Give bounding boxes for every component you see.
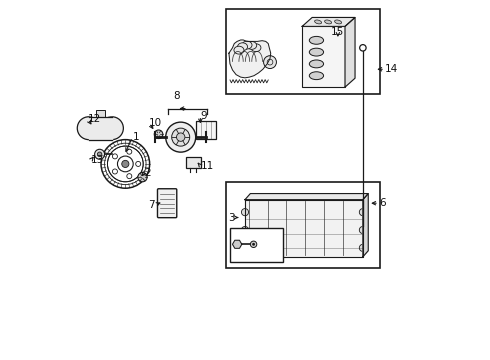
Text: 15: 15 <box>331 27 344 37</box>
Circle shape <box>359 208 367 216</box>
Ellipse shape <box>324 20 332 24</box>
Circle shape <box>127 174 132 179</box>
Circle shape <box>264 56 276 68</box>
Polygon shape <box>345 18 355 87</box>
Circle shape <box>359 226 367 234</box>
Text: 8: 8 <box>173 91 180 102</box>
Circle shape <box>250 241 257 248</box>
Circle shape <box>98 152 102 157</box>
Ellipse shape <box>242 41 252 49</box>
Text: 1: 1 <box>132 132 139 142</box>
Text: 3: 3 <box>228 212 234 222</box>
Ellipse shape <box>251 44 261 51</box>
Bar <box>230 228 283 262</box>
Text: 13: 13 <box>91 156 104 165</box>
Circle shape <box>138 172 147 182</box>
Text: 9: 9 <box>200 111 207 121</box>
Text: 4: 4 <box>247 236 253 246</box>
Circle shape <box>176 133 185 141</box>
Circle shape <box>172 128 190 146</box>
Polygon shape <box>302 18 355 26</box>
Polygon shape <box>245 200 363 257</box>
Circle shape <box>242 208 248 216</box>
Circle shape <box>100 117 123 140</box>
Circle shape <box>242 226 248 234</box>
Bar <box>196 121 216 139</box>
Polygon shape <box>363 194 368 257</box>
Text: 7: 7 <box>148 200 155 210</box>
Text: 11: 11 <box>200 161 214 171</box>
Polygon shape <box>245 194 368 200</box>
Ellipse shape <box>246 41 257 49</box>
Bar <box>226 182 380 267</box>
Ellipse shape <box>234 46 244 54</box>
Circle shape <box>112 169 118 174</box>
Circle shape <box>112 154 118 159</box>
Ellipse shape <box>315 20 321 24</box>
Circle shape <box>122 160 129 167</box>
Ellipse shape <box>238 43 247 51</box>
Bar <box>186 157 201 168</box>
Circle shape <box>95 149 104 159</box>
Text: 10: 10 <box>149 118 162 128</box>
Circle shape <box>252 243 255 246</box>
Ellipse shape <box>309 36 323 44</box>
FancyBboxPatch shape <box>157 189 177 218</box>
Circle shape <box>154 130 163 139</box>
Polygon shape <box>229 40 270 78</box>
Circle shape <box>127 149 132 154</box>
Ellipse shape <box>335 20 342 24</box>
Circle shape <box>359 244 367 251</box>
Circle shape <box>136 161 141 166</box>
Bar <box>96 111 104 117</box>
Text: 2: 2 <box>144 168 151 178</box>
Polygon shape <box>89 117 112 140</box>
Circle shape <box>166 122 196 152</box>
Circle shape <box>77 117 100 140</box>
Text: 14: 14 <box>385 64 398 74</box>
Ellipse shape <box>309 60 323 68</box>
Bar <box>226 9 380 94</box>
Ellipse shape <box>309 72 323 80</box>
Text: 5: 5 <box>268 232 275 242</box>
Ellipse shape <box>309 48 323 56</box>
Text: 12: 12 <box>88 114 101 124</box>
Circle shape <box>242 244 248 251</box>
Bar <box>302 26 345 87</box>
Polygon shape <box>232 240 242 248</box>
Text: 6: 6 <box>379 198 386 208</box>
